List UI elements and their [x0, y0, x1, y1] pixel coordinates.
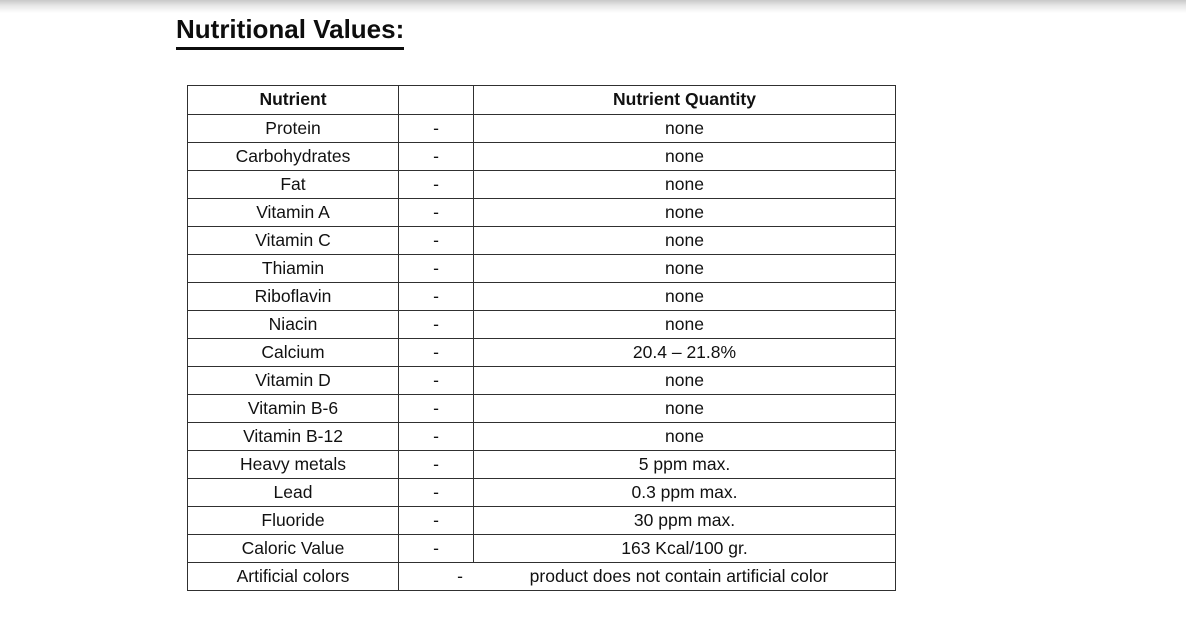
nutrient-quantity-cell: none [473, 394, 896, 423]
page-title: Nutritional Values: [176, 14, 405, 50]
nutrient-name-cell: Heavy metals [187, 450, 399, 479]
table-row: Calcium -20.4 – 21.8% [187, 338, 896, 367]
nutrient-name-cell: Lead [187, 478, 399, 507]
nutrient-quantity-cell: 0.3 ppm max. [473, 478, 896, 507]
header-separator [398, 85, 474, 115]
nutrient-name-cell: Thiamin [187, 254, 399, 283]
table-row: Lead -0.3 ppm max. [187, 478, 896, 507]
nutrient-quantity-value: product does not contain artificial colo… [529, 565, 829, 586]
table-row: Heavy metals -5 ppm max. [187, 450, 896, 479]
nutrient-name-cell: Protein [187, 114, 399, 143]
nutrient-name-cell: Vitamin C [187, 226, 399, 255]
top-gradient-bar [0, 0, 1186, 13]
dash-separator-cell: - [398, 366, 474, 395]
dash-separator-cell: - [398, 394, 474, 423]
dash-separator-cell: - [398, 170, 474, 199]
nutrient-name-cell: Carbohydrates [187, 142, 399, 171]
nutrient-quantity-cell: none [473, 282, 896, 311]
dash-separator-cell: - [398, 478, 474, 507]
table-row: Vitamin C - none [187, 226, 896, 255]
table-row: Riboflavin - none [187, 282, 896, 311]
table-header-row: Nutrient Nutrient Quantity [187, 85, 896, 115]
nutrient-name-cell: Calcium [187, 338, 399, 367]
nutrient-quantity-cell: none [473, 114, 896, 143]
nutrient-quantity-cell: none [473, 198, 896, 227]
merged-quantity-cell: - product does not contain artificial col… [398, 562, 896, 591]
table-row: Caloric Value -163 Kcal/100 gr. [187, 534, 896, 563]
nutrient-quantity-cell: none [473, 254, 896, 283]
header-nutrient: Nutrient [187, 85, 399, 115]
dash-separator-cell: - [398, 310, 474, 339]
dash-separator-cell: - [398, 282, 474, 311]
nutrient-name-cell: Niacin [187, 310, 399, 339]
dash-separator-cell: - [398, 226, 474, 255]
header-quantity: Nutrient Quantity [473, 85, 896, 115]
table-row: Fluoride -30 ppm max. [187, 506, 896, 535]
table-row: Protein - none [187, 114, 896, 143]
nutrient-name-cell: Vitamin A [187, 198, 399, 227]
nutrient-quantity-cell: none [473, 310, 896, 339]
nutrition-table: Nutrient Nutrient Quantity Protein - none C… [187, 85, 896, 591]
nutrient-quantity-cell: none [473, 226, 896, 255]
nutrient-name-cell: Riboflavin [187, 282, 399, 311]
dash-separator-cell: - [398, 450, 474, 479]
nutrient-quantity-cell: none [473, 422, 896, 451]
nutrient-name-cell: Vitamin B-12 [187, 422, 399, 451]
table-row: Vitamin A - none [187, 198, 896, 227]
dash-separator-cell: - [398, 142, 474, 171]
nutrient-name-cell: Caloric Value [187, 534, 399, 563]
dash-separator-cell: - [398, 254, 474, 283]
nutrient-quantity-cell: none [473, 142, 896, 171]
nutrient-quantity-cell: 30 ppm max. [473, 506, 896, 535]
dash-separator-cell: - [398, 198, 474, 227]
table-row: Artificial colors - product does not conta… [187, 562, 896, 591]
table-row: Vitamin B-12- none [187, 422, 896, 451]
table-row: Carbohydrates - none [187, 142, 896, 171]
nutrient-name-cell: Fluoride [187, 506, 399, 535]
nutrient-quantity-cell: none [473, 366, 896, 395]
nutrient-name-cell: Vitamin B-6 [187, 394, 399, 423]
dash-separator: - [457, 565, 463, 586]
dash-separator-cell: - [398, 534, 474, 563]
table-row: Thiamin - none [187, 254, 896, 283]
nutrient-quantity-cell: 163 Kcal/100 gr. [473, 534, 896, 563]
dash-separator-cell: - [398, 422, 474, 451]
dash-separator-cell: - [398, 114, 474, 143]
nutrient-quantity-cell: 20.4 – 21.8% [473, 338, 896, 367]
dash-separator-cell: - [398, 338, 474, 367]
merged-cell-content: - product does not contain artificial col… [400, 565, 895, 586]
nutrient-quantity-cell: none [473, 170, 896, 199]
nutrient-name-cell: Vitamin D [187, 366, 399, 395]
nutrient-name-cell: Fat [187, 170, 399, 199]
dash-separator-cell: - [398, 506, 474, 535]
table-row: Vitamin D - none [187, 366, 896, 395]
table-row: Vitamin B-6- none [187, 394, 896, 423]
nutrient-name-cell: Artificial colors [187, 562, 399, 591]
nutrition-table-body: Protein - none Carbohydrates - none Fat - none Vi… [187, 114, 896, 591]
table-row: Niacin - none [187, 310, 896, 339]
nutrient-quantity-cell: 5 ppm max. [473, 450, 896, 479]
table-row: Fat - none [187, 170, 896, 199]
